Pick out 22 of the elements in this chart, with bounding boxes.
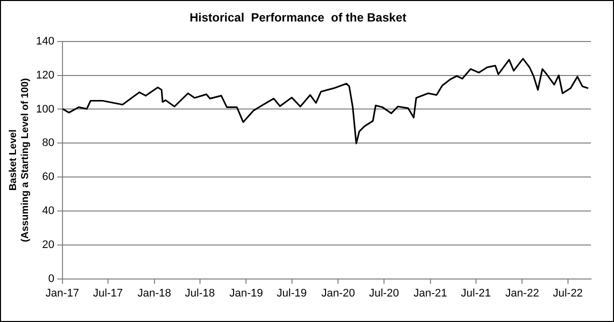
y-tick-label: 40: [42, 205, 54, 218]
x-tick-label: Jul-20: [368, 287, 399, 300]
x-tick-label: Jan-20: [321, 287, 355, 300]
x-tick-label: Jan-17: [46, 287, 80, 300]
y-tick-label: 140: [36, 35, 54, 48]
x-tick-label: Jul-21: [460, 287, 491, 300]
y-tick-label: 120: [36, 69, 54, 82]
y-axis-title: Basket Level (Assuming a Starting Level of 100): [8, 78, 31, 242]
x-tick-label: Jan-18: [137, 287, 172, 300]
y-tick-label: 0: [48, 272, 54, 285]
x-tick-label: Jul-22: [552, 287, 583, 300]
x-tick-label: Jan-21: [413, 287, 448, 300]
chart-title: Historical Performance of the Basket: [190, 10, 406, 25]
y-tick-label: 60: [42, 171, 54, 184]
y-tick-label: 80: [42, 137, 54, 150]
x-tick-label: Jul-17: [92, 287, 123, 300]
y-tick-label: 20: [42, 238, 54, 251]
x-tick-label: Jul-19: [276, 287, 307, 300]
x-tick-label: Jan-22: [505, 287, 540, 300]
x-tick-label: Jan-19: [229, 287, 264, 300]
y-tick-label: 100: [36, 103, 54, 116]
x-tick-label: Jul-18: [184, 287, 215, 300]
